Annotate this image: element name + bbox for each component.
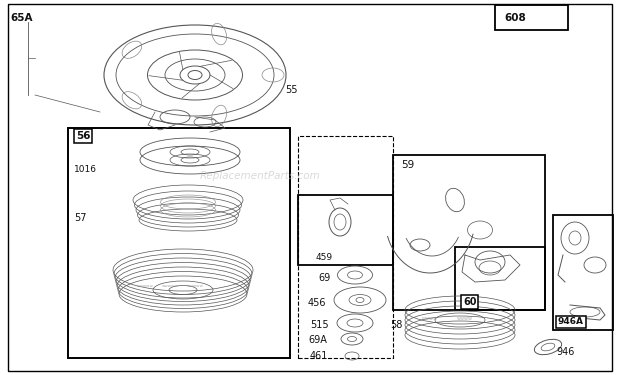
Bar [455, 247, 545, 310]
Bar [393, 155, 545, 310]
Text: 1016: 1016 [74, 165, 97, 174]
Text: 456: 456 [308, 298, 327, 308]
Text: wwww: wwww [457, 315, 473, 321]
Text: wwww: wwww [422, 315, 438, 321]
Bar [298, 136, 393, 358]
Text: wwwww: wwwww [136, 284, 153, 288]
Text: 56: 56 [76, 131, 91, 141]
Text: 58: 58 [390, 320, 402, 330]
Text: 946: 946 [556, 347, 574, 357]
Bar [298, 195, 393, 265]
Bar [495, 5, 568, 30]
Text: 65A: 65A [10, 13, 32, 23]
Text: 57: 57 [74, 213, 87, 223]
Text: 69A: 69A [308, 335, 327, 345]
Text: 59: 59 [401, 160, 414, 170]
Text: 461: 461 [310, 351, 329, 361]
Text: 459: 459 [316, 252, 333, 261]
Text: 55: 55 [285, 85, 298, 95]
Text: ReplacementParts.com: ReplacementParts.com [200, 171, 321, 181]
Text: wwwww: wwwww [187, 284, 203, 288]
Bar [68, 128, 290, 358]
Bar [553, 215, 613, 330]
Text: 946A: 946A [558, 318, 584, 327]
Text: 60: 60 [463, 297, 477, 307]
Text: 515: 515 [310, 320, 329, 330]
Text: wwwww: wwwww [162, 284, 179, 288]
Text: 608: 608 [504, 13, 526, 23]
Text: 69: 69 [318, 273, 330, 283]
